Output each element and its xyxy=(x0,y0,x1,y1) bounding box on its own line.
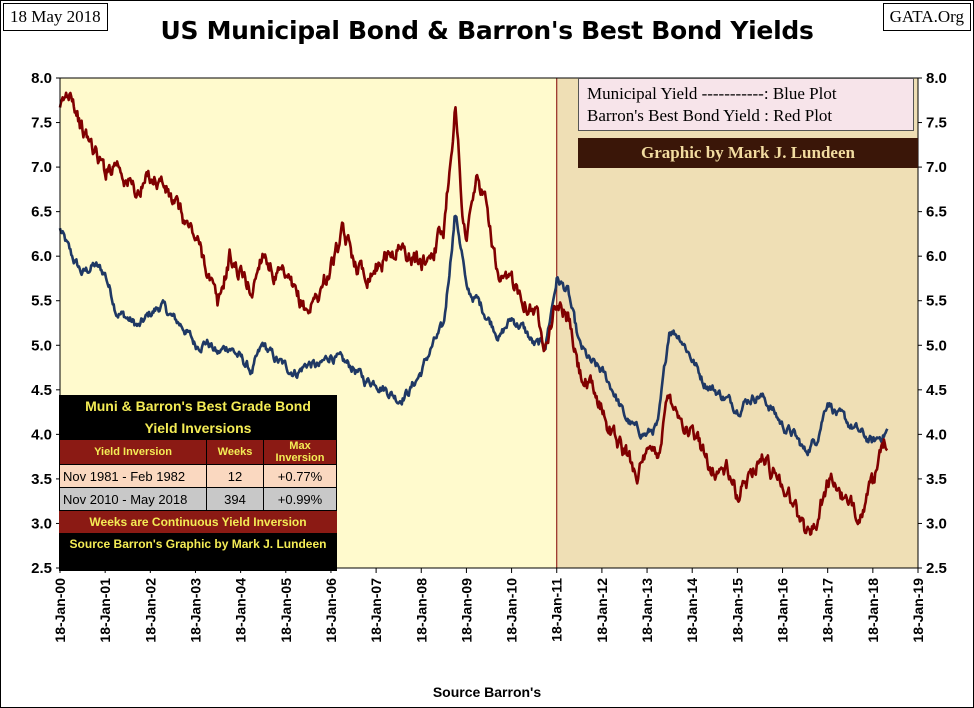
table-cell-max: +0.77% xyxy=(263,464,337,488)
table-cell-max: +0.99% xyxy=(263,487,337,511)
y-tick-label-right: 7.0 xyxy=(926,159,947,176)
series-line xyxy=(58,91,889,536)
table-row: Nov 2010 - May 2018 394 +0.99% xyxy=(59,487,337,511)
plot-border xyxy=(59,77,919,569)
y-tick-label-right: 3.5 xyxy=(926,471,947,488)
y-tick-label-right: 2.5 xyxy=(926,560,947,577)
y-tick-label: 4.0 xyxy=(31,426,52,443)
y-tick-label: 6.0 xyxy=(31,248,52,265)
x-tick-label: 18-Jan-15 xyxy=(729,578,745,643)
y-tick-label-right: 6.5 xyxy=(926,204,947,221)
x-tick-label: 18-Jan-08 xyxy=(413,578,429,643)
x-tick-label: 18-Jan-06 xyxy=(323,578,339,643)
y-tick-label-right: 8.0 xyxy=(926,70,947,87)
x-tick-label: 18-Jan-13 xyxy=(639,578,655,643)
table-cell-weeks: 394 xyxy=(206,487,264,511)
legend-line-municipal: Municipal Yield -----------: Blue Plot xyxy=(587,84,837,103)
inversion-table-subtitle: Yield Inversions xyxy=(144,420,252,436)
x-tick-label: 18-Jan-19 xyxy=(910,578,926,643)
x-tick-label: 18-Jan-17 xyxy=(820,578,836,643)
y-tick-label: 5.5 xyxy=(31,293,52,310)
x-tick-label: 18-Jan-14 xyxy=(684,578,700,643)
col-header-max-inversion: Max Inversion xyxy=(263,439,337,465)
y-tick-label: 4.5 xyxy=(31,382,52,399)
y-tick-label-right: 6.0 xyxy=(926,248,947,265)
x-tick-label: 18-Jan-11 xyxy=(549,578,565,642)
col-header-yield-inversion: Yield Inversion xyxy=(59,439,207,465)
inversion-source: Source Barron's Graphic by Mark J. Lunde… xyxy=(69,537,327,551)
x-tick-label: 18-Jan-01 xyxy=(97,578,113,643)
x-tick-label: 18-Jan-10 xyxy=(504,578,520,643)
y-tick-label-right: 5.0 xyxy=(926,337,947,354)
x-tick-label: 18-Jan-07 xyxy=(368,578,384,643)
x-tick-label: 18-Jan-09 xyxy=(458,578,474,643)
y-tick-label-right: 7.5 xyxy=(926,115,947,132)
y-tick-label: 2.5 xyxy=(31,560,52,577)
col-header-weeks: Weeks xyxy=(206,439,264,465)
legend-line-barrons: Barron's Best Bond Yield : Red Plot xyxy=(587,106,833,125)
y-tick-label-right: 4.0 xyxy=(926,426,947,443)
x-tick-label: 18-Jan-16 xyxy=(775,578,791,643)
date-label: 18 May 2018 xyxy=(3,3,108,31)
inversion-table: Muni & Barron's Best Grade Bond Yield In… xyxy=(59,395,337,571)
y-tick-label-right: 4.5 xyxy=(926,382,947,399)
table-cell-weeks: 12 xyxy=(206,464,264,488)
y-tick-label: 3.5 xyxy=(31,471,52,488)
y-tick-label: 6.5 xyxy=(31,204,52,221)
y-tick-label: 5.0 xyxy=(31,337,52,354)
table-header-row: Yield Inversion Weeks Max Inversion xyxy=(59,439,337,465)
x-tick-label: 18-Jan-18 xyxy=(865,578,881,643)
inversion-note: Weeks are Continuous Yield Inversion xyxy=(59,511,337,533)
table-cell-period: Nov 2010 - May 2018 xyxy=(59,487,207,511)
legend: Municipal Yield -----------: Blue Plot B… xyxy=(578,78,914,131)
x-tick-label: 18-Jan-00 xyxy=(52,578,68,643)
series-line xyxy=(58,214,889,457)
graphic-credit: Graphic by Mark J. Lundeen xyxy=(578,138,918,168)
x-tick-label: 18-Jan-04 xyxy=(233,578,249,643)
axes-layer: 2.5 2.5 3.0 3.0 3.5 3.5 4.0 4.0 4.5 4.5 5.0 5.0 5.5 5… xyxy=(31,70,947,643)
x-tick-label: 18-Jan-12 xyxy=(594,578,610,643)
y-tick-label-right: 5.5 xyxy=(926,293,947,310)
y-tick-label: 7.5 xyxy=(31,115,52,132)
x-axis-label: Source Barron's xyxy=(432,684,542,700)
series-layer xyxy=(58,91,889,536)
x-tick-label: 18-Jan-03 xyxy=(187,578,203,643)
y-tick-label: 7.0 xyxy=(31,159,52,176)
x-tick-label: 18-Jan-02 xyxy=(142,578,158,643)
y-tick-label-right: 3.0 xyxy=(926,515,947,532)
y-tick-label: 3.0 xyxy=(31,515,52,532)
site-label: GATA.Org xyxy=(882,3,971,31)
chart-title: US Municipal Bond & Barron's Best Bond Y… xyxy=(160,16,814,45)
inversion-table-title: Muni & Barron's Best Grade Bond xyxy=(85,398,311,414)
inversion-table-grid: Yield Inversion Weeks Max Inversion Nov … xyxy=(59,439,337,511)
y-tick-label: 8.0 xyxy=(31,70,52,87)
table-row: Nov 1981 - Feb 1982 12 +0.77% xyxy=(59,464,337,488)
table-cell-period: Nov 1981 - Feb 1982 xyxy=(59,464,207,488)
x-tick-label: 18-Jan-05 xyxy=(278,578,294,643)
